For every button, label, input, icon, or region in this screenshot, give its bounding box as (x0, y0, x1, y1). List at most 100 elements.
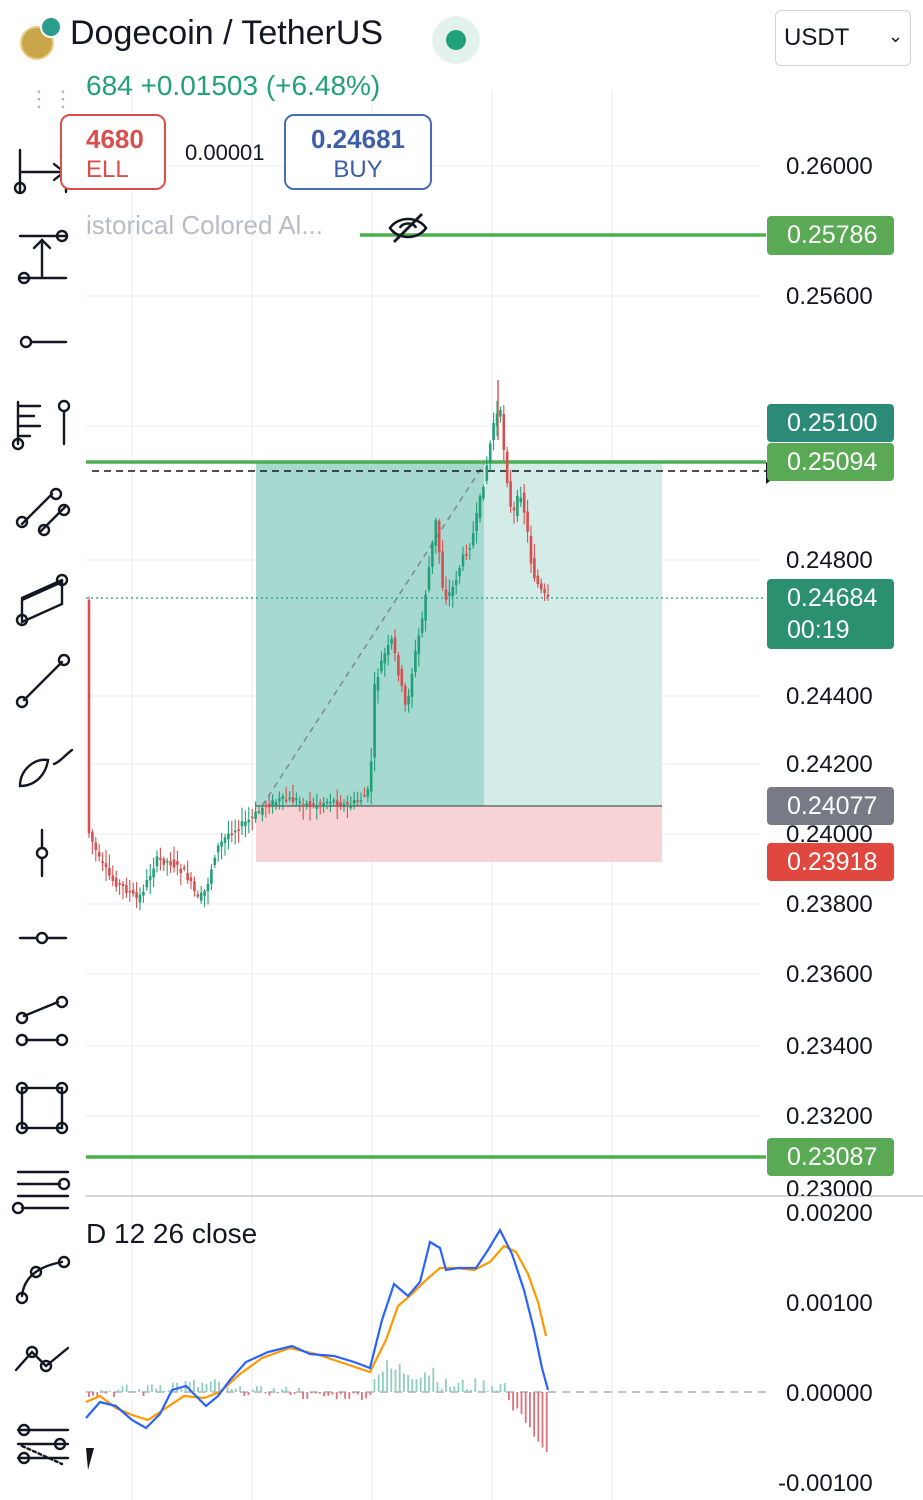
candle-body (264, 805, 268, 807)
toolbar-more-arrow[interactable] (86, 1448, 94, 1470)
quote-currency-select[interactable] (775, 10, 911, 66)
histogram-bar (524, 1392, 527, 1423)
last-price-value: 0.24684 (787, 584, 878, 612)
price-range-icon[interactable] (17, 229, 69, 285)
candle-body (461, 554, 465, 567)
candle-body (301, 804, 305, 807)
indicator-legend[interactable]: istorical Colored Al... (86, 210, 323, 240)
gann-fan-icon[interactable] (16, 1423, 70, 1466)
histogram-bar (529, 1392, 531, 1428)
candle-body (108, 867, 111, 876)
candle-body (315, 805, 319, 809)
histogram-bar (146, 1385, 149, 1392)
histogram-bar (398, 1363, 401, 1392)
candle-body (410, 673, 414, 697)
candle-body (465, 554, 468, 556)
candle-body (298, 801, 302, 803)
candle-body (424, 594, 427, 621)
candle-body (135, 892, 138, 899)
candle-body (342, 804, 346, 808)
candle-body (380, 660, 383, 672)
histogram-bar (457, 1382, 460, 1392)
brush-icon[interactable] (18, 748, 74, 788)
candle-body (437, 520, 441, 553)
candle-body (284, 799, 288, 802)
eye-hidden-icon[interactable] (384, 208, 432, 248)
histogram-bar (209, 1381, 212, 1392)
last-price-badge[interactable]: 0.24684 00:19 (767, 579, 894, 649)
buy-button[interactable] (284, 114, 432, 190)
histogram-bar (197, 1387, 199, 1392)
curve-icon[interactable] (15, 1255, 71, 1305)
candle-body (240, 821, 244, 827)
entry-badge[interactable]: 0.24077 (767, 787, 894, 825)
histogram-bar (243, 1392, 246, 1396)
candle-body (155, 856, 159, 867)
candle-body (233, 830, 237, 833)
polyline-icon[interactable] (14, 1345, 70, 1373)
symbol-title[interactable]: Dogecoin / TetherUS (70, 14, 384, 52)
candle-body (332, 800, 336, 802)
candle-body (390, 638, 393, 644)
drag-handle-icon[interactable]: ⋮⋮ (28, 86, 76, 111)
candle-body (414, 651, 417, 673)
candle-body (203, 891, 206, 896)
candle-body (488, 443, 492, 464)
horizontal-ray-icon[interactable] (19, 335, 68, 349)
candle-body (376, 677, 380, 691)
price-tick: 0.23000 (786, 1176, 873, 1196)
histogram-bar (155, 1388, 157, 1392)
macd-legend[interactable]: D 12 26 close (86, 1218, 258, 1249)
histogram-bar (403, 1373, 405, 1392)
candle-body (145, 879, 149, 888)
upper-line-badge[interactable]: 0.25786 (767, 216, 894, 255)
candle-body (536, 575, 540, 585)
histogram-bar (109, 1390, 111, 1392)
fib-tool-icon[interactable] (11, 399, 71, 451)
histogram-bar (277, 1392, 279, 1394)
histogram-bar (323, 1392, 325, 1397)
histogram-bar (466, 1388, 468, 1392)
candle-body (471, 533, 475, 546)
candle-body (441, 551, 444, 588)
rectangle-channel-icon[interactable] (15, 573, 69, 627)
stop-zone[interactable] (256, 806, 662, 862)
histogram-bar (272, 1388, 275, 1392)
candle-body (189, 877, 193, 882)
dogecoin-logo (20, 26, 54, 60)
candle-body (179, 868, 183, 874)
histogram-bar (125, 1384, 128, 1392)
candlestick-series (87, 380, 550, 911)
macd-tick: 0.00100 (786, 1290, 873, 1317)
rectangle-icon[interactable] (15, 1081, 69, 1135)
histogram-bar (411, 1379, 414, 1392)
candle-body (533, 558, 536, 579)
candle-body (363, 795, 366, 797)
histogram-bar (348, 1392, 351, 1399)
histogram-bar (377, 1374, 380, 1392)
vertical-line-icon[interactable] (35, 828, 49, 878)
histogram-bar (512, 1392, 514, 1411)
sell-button[interactable] (60, 114, 166, 190)
stop-badge[interactable]: 0.23918 (767, 843, 894, 881)
candle-body (295, 798, 298, 801)
parallel-channel-icon[interactable] (15, 487, 71, 537)
trend-line-icon[interactable] (15, 653, 71, 709)
histogram-bar (516, 1392, 519, 1409)
sell-label: ELL (86, 156, 129, 183)
histogram-bar (100, 1389, 103, 1392)
price-tick: 0.23800 (786, 891, 873, 918)
high-marker-badge[interactable]: 0.25100 (767, 404, 894, 442)
histogram-bar (159, 1385, 162, 1392)
candle-body (366, 788, 370, 797)
horizontal-line-icon[interactable] (18, 931, 68, 945)
histogram-bar (239, 1386, 241, 1392)
histogram-bar (495, 1390, 498, 1392)
histogram-bar (256, 1386, 258, 1392)
target-badge[interactable]: 0.25094 (767, 443, 894, 481)
lower-line-badge[interactable]: 0.23087 (767, 1138, 894, 1176)
path-icon[interactable] (15, 995, 69, 1047)
pitchfork-icon[interactable] (11, 1170, 71, 1215)
candle-body (182, 867, 186, 869)
